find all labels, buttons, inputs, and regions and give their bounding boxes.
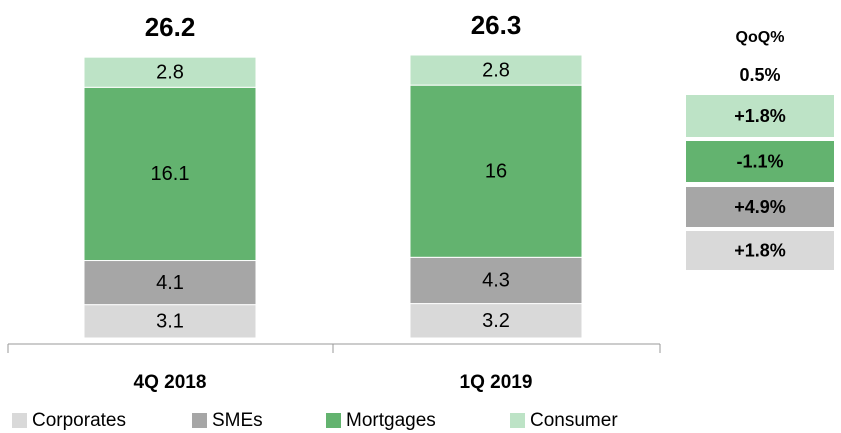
qoq-box [686, 141, 834, 182]
segment-label: 3.1 [156, 311, 184, 333]
legend-label: Mortgages [346, 410, 436, 431]
segment-label: 16 [485, 161, 507, 183]
segment-label: 3.2 [482, 310, 510, 332]
legend-swatch [12, 413, 27, 428]
bar-segment [409, 303, 583, 339]
segment-label: 2.8 [482, 59, 510, 81]
bar-segment [409, 54, 583, 86]
x-tick-label: 1Q 2019 [460, 372, 533, 393]
qoq-label: +4.9% [734, 197, 786, 217]
total-label: 26.2 [145, 12, 196, 42]
bar-segment [83, 304, 257, 339]
total-label: 26.3 [471, 10, 522, 40]
bar-segment [83, 86, 257, 262]
qoq-label: +1.8% [734, 106, 786, 126]
x-tick-label: 4Q 2018 [134, 372, 207, 393]
qoq-box [686, 95, 834, 137]
segment-label: 16.1 [151, 163, 190, 185]
segment-label: 4.1 [156, 272, 184, 294]
qoq-box [686, 187, 834, 227]
bar-segment [83, 56, 257, 88]
qoq-title: QoQ% [736, 29, 785, 46]
qoq-total: 0.5% [739, 65, 780, 85]
qoq-label: +1.8% [734, 240, 786, 260]
bar-segment [409, 84, 583, 258]
legend-swatch [192, 413, 207, 428]
legend-swatch [510, 413, 525, 428]
legend-label: Corporates [32, 410, 126, 431]
segment-label: 2.8 [156, 62, 184, 84]
legend-swatch [326, 413, 341, 428]
legend-label: Consumer [530, 410, 618, 431]
bar-segment [83, 260, 257, 306]
legend-label: SMEs [212, 410, 263, 431]
segment-label: 4.3 [482, 270, 510, 292]
qoq-label: -1.1% [736, 151, 783, 171]
bar-segment [409, 256, 583, 305]
qoq-box [686, 231, 834, 270]
